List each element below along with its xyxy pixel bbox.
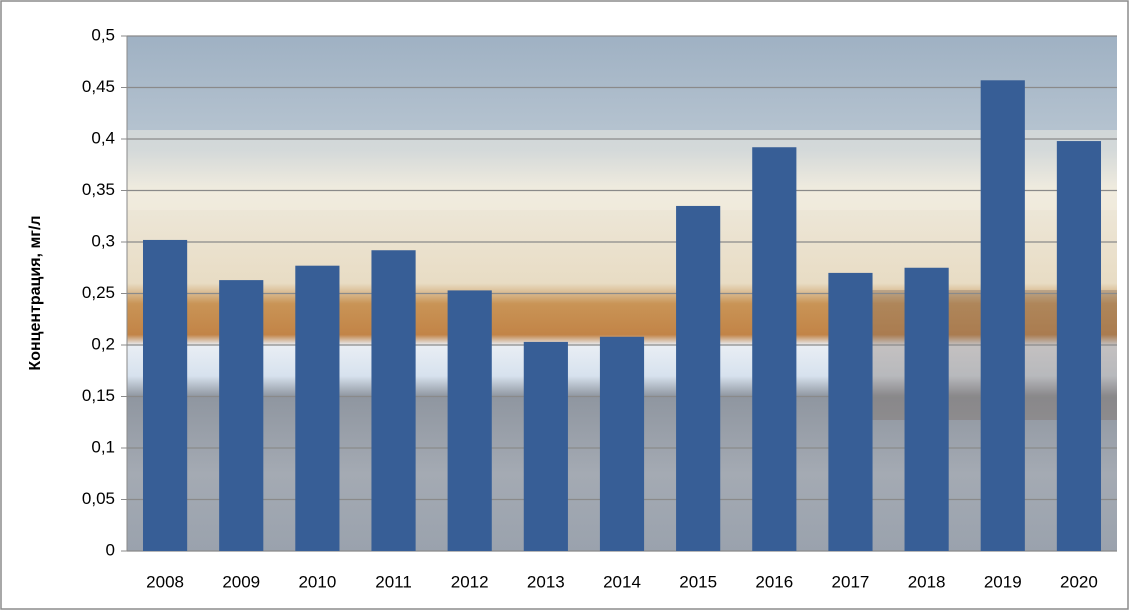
x-tick-label: 2017 xyxy=(832,572,870,591)
x-tick-label: 2015 xyxy=(679,572,717,591)
bar xyxy=(599,336,645,551)
x-tick-label: 2019 xyxy=(984,572,1022,591)
y-tick-label: 0,45 xyxy=(82,77,115,96)
bar xyxy=(904,267,949,551)
bar xyxy=(371,250,416,552)
x-tick-label: 2020 xyxy=(1060,572,1098,591)
x-tick-label: 2013 xyxy=(527,572,565,591)
y-tick-label: 0,2 xyxy=(91,334,115,353)
bar xyxy=(1056,141,1102,551)
bar xyxy=(295,265,340,551)
y-tick-label: 0,5 xyxy=(91,25,115,44)
y-tick-label: 0,35 xyxy=(82,180,115,199)
x-tick-label: 2009 xyxy=(222,572,260,591)
bar xyxy=(523,341,568,551)
y-tick-label: 0,3 xyxy=(91,231,115,250)
y-tick-label: 0,15 xyxy=(82,386,115,405)
x-tick-label: 2012 xyxy=(451,572,489,591)
bar xyxy=(828,272,873,551)
x-tick-label: 2016 xyxy=(755,572,793,591)
x-tick-label: 2018 xyxy=(908,572,946,591)
x-tick-label: 2011 xyxy=(375,572,412,591)
y-tick-label: 0,05 xyxy=(82,489,115,508)
bar xyxy=(752,147,797,552)
y-axis-title: Концентрация, мг/л xyxy=(27,215,44,370)
x-tick-label: 2014 xyxy=(603,572,641,591)
y-tick-label: 0 xyxy=(106,540,115,559)
bar xyxy=(447,290,492,551)
bar xyxy=(980,80,1025,551)
bar xyxy=(676,205,721,551)
trees xyxy=(127,130,1117,210)
x-tick-label: 2008 xyxy=(146,572,184,591)
bar xyxy=(219,280,264,551)
x-tick-label: 2010 xyxy=(298,572,336,591)
bar xyxy=(142,239,188,551)
y-tick-label: 0,4 xyxy=(91,128,115,147)
y-tick-label: 0,25 xyxy=(82,283,115,302)
y-tick-label: 0,1 xyxy=(91,437,115,456)
